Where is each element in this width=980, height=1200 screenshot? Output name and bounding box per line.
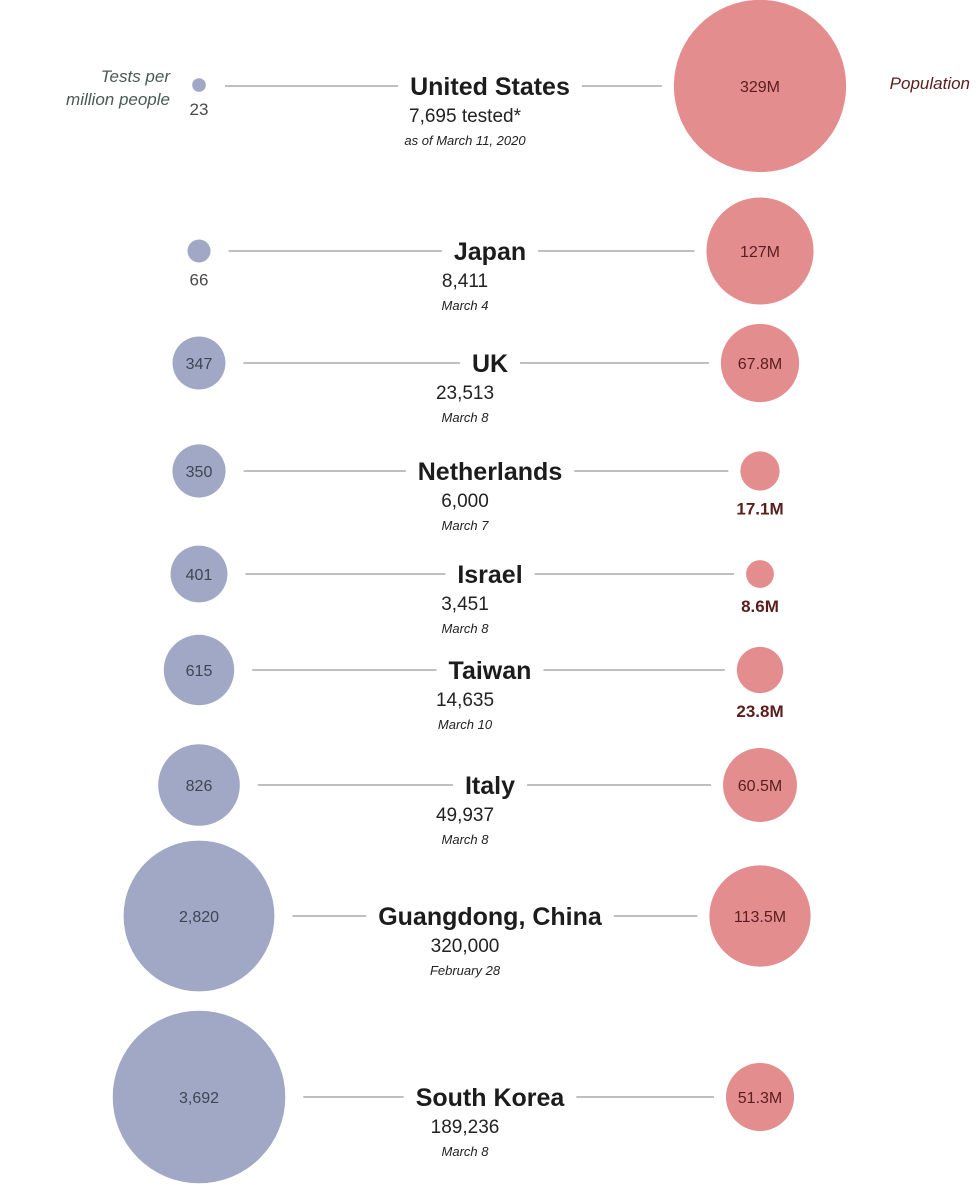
test-date: March 8	[442, 621, 490, 636]
country-row: 615 23.8M Taiwan 14,635 March 10	[163, 634, 784, 732]
population-bubble	[720, 323, 800, 403]
tests-value: 826	[186, 778, 213, 795]
tested-count: 49,937	[436, 805, 494, 826]
country-row: 347 67.8M UK 23,513 March 8	[172, 323, 800, 425]
tests-bubble	[170, 545, 228, 603]
country-row: 23 329M United States 7,695 tested* as of Ma…	[190, 0, 847, 173]
tests-value: 2,820	[179, 909, 219, 926]
test-date: March 10	[438, 717, 493, 732]
country-name: United States	[410, 73, 570, 101]
country-row: 401 8.6M Israel 3,451 March 8	[170, 545, 779, 636]
population-value: 329M	[740, 79, 780, 96]
tests-bubble	[158, 744, 240, 826]
population-value: 127M	[740, 244, 780, 261]
test-date: March 8	[442, 410, 490, 425]
population-value: 67.8M	[738, 356, 782, 373]
country-row: 66 127M Japan 8,411 March 4	[187, 197, 814, 313]
country-name: Guangdong, China	[378, 903, 603, 931]
tested-count: 6,000	[441, 491, 489, 512]
population-bubble	[746, 560, 774, 588]
tests-value: 615	[186, 663, 213, 680]
country-name: Netherlands	[418, 458, 562, 486]
test-date: March 8	[442, 1144, 490, 1159]
country-name: South Korea	[416, 1084, 566, 1112]
population-bubble	[673, 0, 847, 173]
population-value: 60.5M	[738, 778, 782, 795]
population-bubble	[736, 646, 784, 694]
legend: Tests per million people Population	[66, 67, 970, 109]
tests-value: 401	[186, 567, 213, 584]
tests-bubble	[123, 840, 275, 992]
tested-count: 8,411	[442, 271, 488, 292]
country-name: Israel	[457, 561, 522, 589]
test-date: February 28	[430, 963, 501, 978]
population-value: 8.6M	[741, 597, 779, 616]
country-name: UK	[472, 350, 508, 378]
population-bubble	[725, 1062, 795, 1132]
legend-tests-label: million people	[66, 90, 170, 109]
tests-bubble	[187, 239, 211, 263]
tests-bubble	[192, 78, 206, 92]
tested-count: 3,451	[441, 594, 489, 615]
tested-count: 320,000	[431, 936, 500, 957]
tests-bubble	[172, 444, 226, 498]
country-name: Taiwan	[449, 657, 532, 685]
population-bubble	[740, 451, 780, 491]
legend-population-label: Population	[890, 74, 970, 93]
population-bubble	[709, 865, 811, 967]
country-row: 2,820 113.5M Guangdong, China 320,000 Februa…	[123, 840, 811, 992]
tests-value: 347	[186, 356, 213, 373]
country-row: 3,692 51.3M South Korea 189,236 March 8	[112, 1010, 795, 1184]
tests-value: 66	[190, 271, 209, 290]
tested-count: 189,236	[431, 1117, 500, 1138]
test-date: as of March 11, 2020	[404, 133, 526, 148]
tests-bubble	[112, 1010, 286, 1184]
population-value: 113.5M	[734, 909, 786, 926]
population-bubble	[706, 197, 814, 305]
tests-value: 23	[190, 100, 209, 119]
tests-bubble	[172, 336, 226, 390]
tested-count: 7,695 tested*	[409, 106, 522, 127]
tested-count: 14,635	[436, 690, 494, 711]
country-row: 350 17.1M Netherlands 6,000 March 7	[172, 444, 784, 533]
tests-value: 3,692	[179, 1090, 219, 1107]
country-row: 826 60.5M Italy 49,937 March 8	[158, 744, 797, 847]
test-date: March 4	[442, 298, 489, 313]
country-name: Japan	[454, 238, 526, 266]
country-name: Italy	[465, 772, 515, 800]
tested-count: 23,513	[436, 383, 494, 404]
population-bubble	[723, 748, 797, 822]
tests-bubble	[163, 634, 235, 706]
population-value: 17.1M	[736, 500, 783, 519]
test-date: March 7	[442, 518, 490, 533]
population-value: 51.3M	[738, 1090, 782, 1107]
population-value: 23.8M	[736, 702, 783, 721]
test-date: March 8	[442, 832, 490, 847]
tests-value: 350	[186, 464, 213, 481]
legend-tests-label: Tests per	[101, 67, 172, 86]
